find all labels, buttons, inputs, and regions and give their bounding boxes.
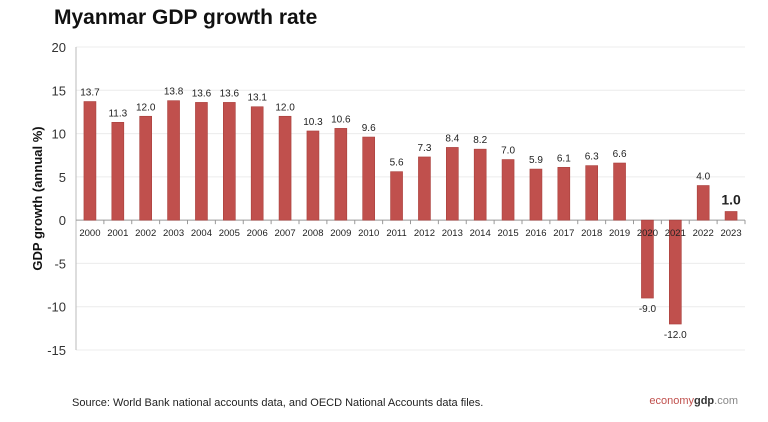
bar: [250, 106, 264, 221]
data-label: 13.7: [80, 88, 100, 99]
bar: [83, 101, 97, 221]
data-label: 13.1: [247, 93, 267, 104]
logo-part: gdp: [693, 395, 715, 407]
x-tick-label: 2004: [191, 228, 212, 239]
data-label: 10.3: [303, 117, 323, 128]
x-tick-label: 2006: [247, 228, 268, 239]
x-tick-label: 2015: [497, 228, 518, 239]
logo-part: economy: [649, 395, 694, 407]
data-label: 5.6: [390, 158, 404, 169]
bar: [501, 159, 515, 221]
x-tick-label: 2003: [163, 228, 184, 239]
x-tick-label: 2021: [665, 228, 686, 239]
bar: [446, 147, 459, 221]
bar: [390, 171, 403, 221]
x-tick-label: 2023: [720, 228, 741, 239]
x-tick-label: 2016: [525, 228, 546, 239]
logo-part: .com: [714, 395, 738, 407]
x-tick-label: 2002: [135, 228, 156, 239]
bar: [111, 122, 125, 221]
x-tick-label: 2012: [414, 228, 435, 239]
source-note: Source: World Bank national accounts dat…: [72, 397, 484, 409]
bar: [473, 148, 487, 221]
data-label: 6.6: [613, 149, 627, 160]
bar: [641, 219, 654, 299]
bar: [585, 165, 598, 221]
bar: [362, 136, 375, 221]
data-label: 6.1: [557, 153, 571, 164]
bar: [696, 185, 710, 221]
data-label: 5.9: [529, 155, 543, 166]
bar: [167, 100, 180, 221]
x-tick-label: 2001: [107, 228, 128, 239]
data-label: 1.0: [721, 191, 741, 207]
x-tick-label: 2010: [358, 228, 379, 239]
x-tick-label: 2005: [219, 228, 240, 239]
bar: [278, 115, 292, 221]
data-label: 13.8: [164, 87, 184, 98]
data-label: 11.3: [108, 108, 127, 119]
x-tick-label: 2009: [330, 228, 351, 239]
bar: [529, 168, 543, 221]
data-label: -12.0: [664, 330, 687, 341]
data-label: 7.0: [501, 146, 515, 157]
data-label: 12.0: [275, 102, 295, 113]
data-label: 13.6: [220, 88, 240, 99]
y-tick-label: -10: [47, 300, 66, 315]
bar: [724, 211, 738, 221]
data-label: 10.6: [331, 114, 351, 125]
y-tick-label: 15: [52, 83, 66, 98]
y-tick-label: -15: [47, 343, 66, 358]
data-label: 13.6: [192, 88, 212, 99]
data-label: 7.3: [417, 143, 431, 154]
bar: [306, 130, 320, 221]
bar: [669, 219, 682, 325]
data-label: 8.4: [445, 133, 459, 144]
y-tick-label: 0: [59, 213, 66, 228]
y-axis-label: GDP growth (annual %): [30, 126, 45, 270]
data-label: 8.2: [473, 135, 487, 146]
x-tick-label: 2000: [79, 228, 100, 239]
data-label: 9.6: [362, 123, 376, 134]
x-tick-label: 2022: [693, 228, 714, 239]
x-tick-label: 2014: [470, 228, 491, 239]
bar: [418, 156, 431, 221]
data-label: -9.0: [639, 304, 657, 315]
x-tick-label: 2020: [637, 228, 658, 239]
chart-title: Myanmar GDP growth rate: [54, 6, 318, 29]
bar: [195, 102, 208, 221]
bar: [557, 167, 571, 221]
x-tick-label: 2011: [386, 228, 406, 239]
bar: [223, 102, 236, 221]
x-tick-label: 2019: [609, 228, 630, 239]
x-tick-label: 2018: [581, 228, 602, 239]
x-tick-label: 2008: [302, 228, 323, 239]
bar: [139, 115, 152, 221]
x-tick-label: 2017: [553, 228, 574, 239]
data-label: 4.0: [696, 172, 710, 183]
y-tick-label: 5: [59, 170, 66, 185]
y-tick-label: 20: [52, 40, 66, 55]
y-tick-label: 10: [52, 127, 66, 142]
y-tick-label: -5: [54, 256, 66, 271]
logo: economygdp.com: [649, 395, 738, 407]
bar: [334, 128, 348, 221]
x-tick-label: 2007: [274, 228, 295, 239]
data-label: 12.0: [136, 102, 156, 113]
bar: [613, 162, 626, 221]
data-label: 6.3: [585, 152, 599, 163]
x-tick-label: 2013: [442, 228, 463, 239]
